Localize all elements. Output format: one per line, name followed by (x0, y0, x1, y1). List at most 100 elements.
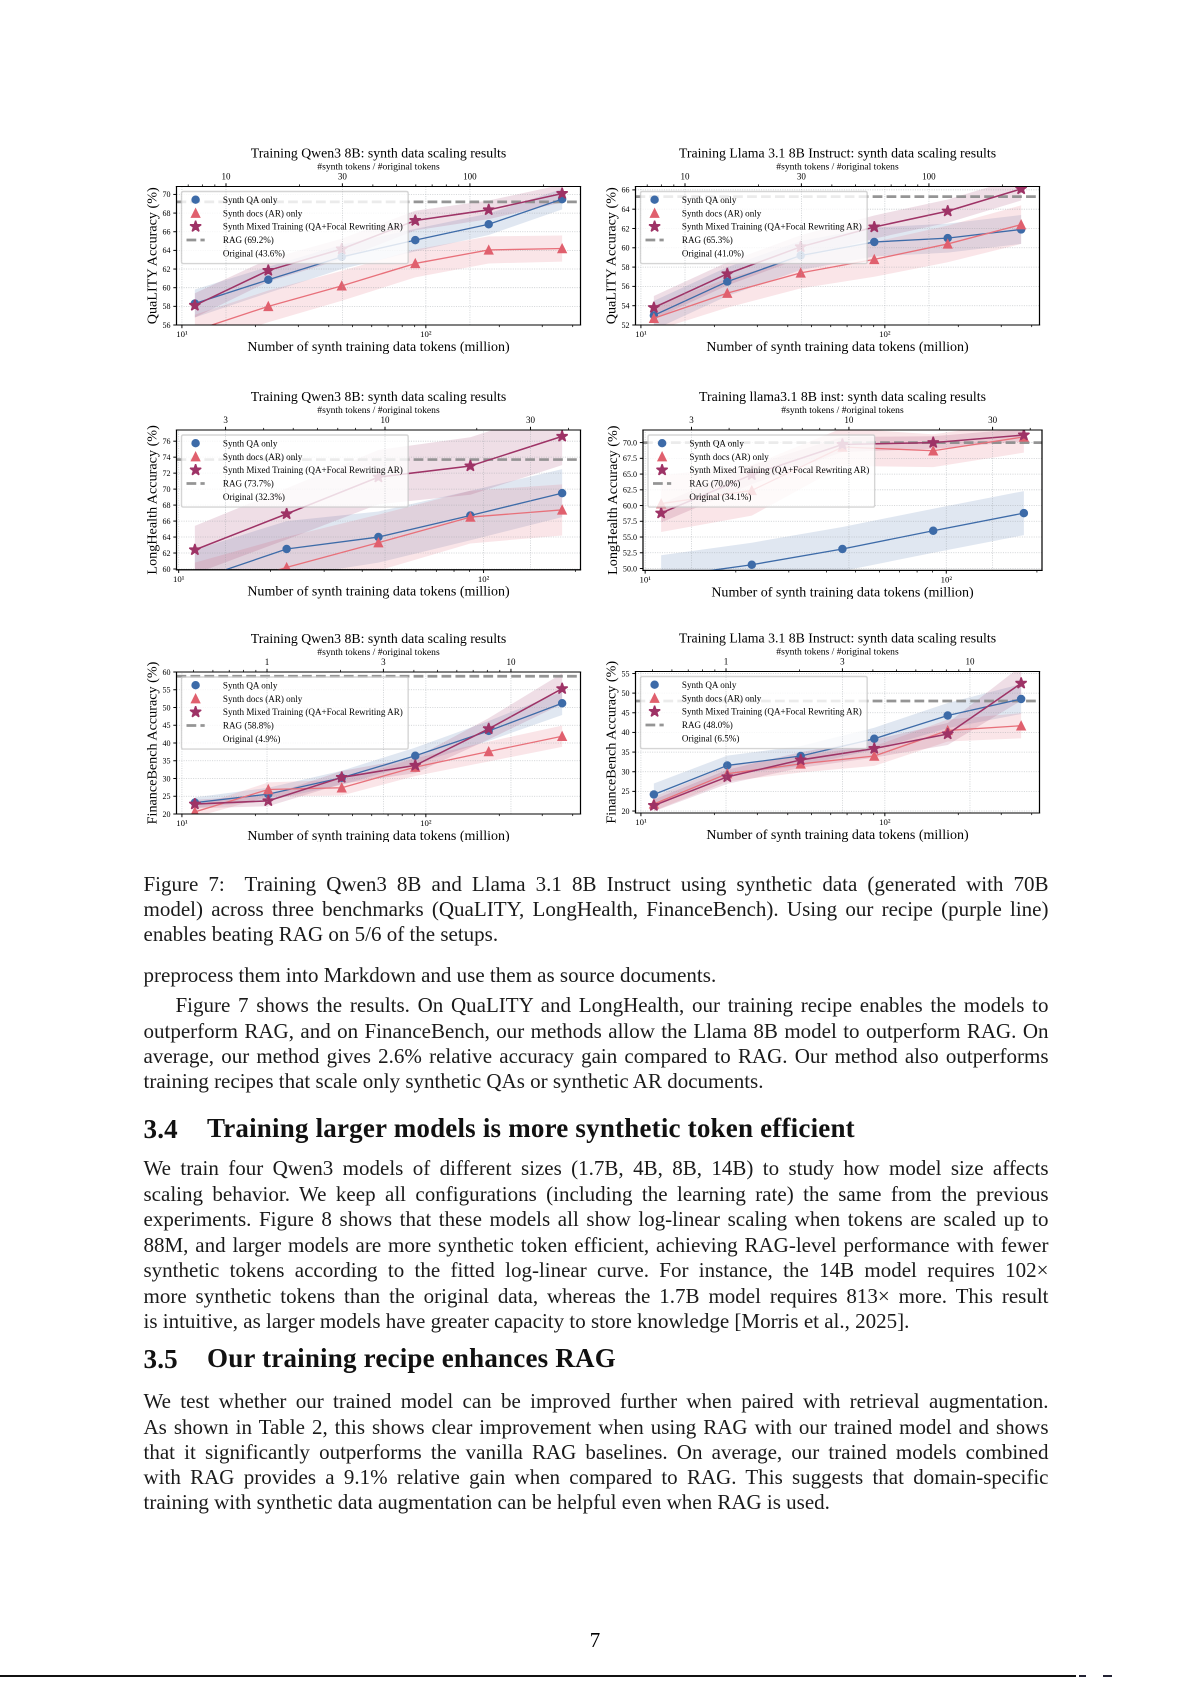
svg-text:10¹: 10¹ (635, 817, 647, 827)
svg-text:Synth QA only: Synth QA only (682, 195, 737, 205)
svg-text:Number of synth training data: Number of synth training data tokens (mi… (247, 585, 510, 599)
svg-text:60: 60 (621, 244, 629, 253)
svg-text:Synth QA only: Synth QA only (689, 438, 744, 448)
svg-text:65.0: 65.0 (623, 470, 637, 479)
svg-text:62: 62 (162, 549, 170, 558)
svg-text:10: 10 (965, 656, 975, 666)
svg-text:Synth Mixed Training (QA+Focal: Synth Mixed Training (QA+Focal Rewriting… (682, 707, 862, 717)
svg-text:10¹: 10¹ (176, 818, 188, 828)
svg-text:Original (6.5%): Original (6.5%) (682, 734, 739, 744)
svg-text:FinanceBench Accuracy (%): FinanceBench Accuracy (%) (146, 661, 161, 824)
svg-text:20: 20 (621, 807, 629, 816)
svg-text:10²: 10² (420, 329, 432, 339)
svg-text:Training Qwen3 8B: synth data: Training Qwen3 8B: synth data scaling re… (251, 631, 506, 646)
svg-text:30: 30 (526, 415, 536, 425)
svg-text:30: 30 (162, 774, 170, 783)
svg-text:Synth docs (AR) only: Synth docs (AR) only (689, 452, 769, 462)
svg-text:55: 55 (162, 686, 170, 695)
svg-text:QuaLITY Accuracy (%): QuaLITY Accuracy (%) (605, 187, 620, 324)
svg-text:Original (34.1%): Original (34.1%) (689, 492, 751, 502)
svg-text:Number of synth training data: Number of synth training data tokens (mi… (706, 828, 969, 842)
svg-text:Number of synth training data: Number of synth training data tokens (mi… (247, 340, 510, 355)
svg-text:#synth tokens / #original toke: #synth tokens / #original tokens (317, 162, 440, 173)
svg-text:52.5: 52.5 (623, 549, 637, 558)
svg-text:58: 58 (621, 263, 629, 272)
svg-text:62: 62 (621, 224, 629, 233)
svg-text:1: 1 (265, 657, 270, 667)
svg-text:QuaLITY Accuracy (%): QuaLITY Accuracy (%) (146, 187, 161, 324)
svg-text:RAG (73.7%): RAG (73.7%) (223, 479, 274, 489)
svg-text:60: 60 (162, 668, 170, 677)
svg-text:45: 45 (621, 709, 629, 718)
svg-text:68: 68 (162, 209, 170, 218)
svg-text:58: 58 (162, 302, 170, 311)
svg-text:30: 30 (988, 415, 998, 425)
svg-text:60: 60 (162, 283, 170, 292)
svg-text:64: 64 (162, 246, 170, 255)
svg-text:Number of synth training data: Number of synth training data tokens (mi… (706, 340, 969, 355)
svg-text:3: 3 (689, 415, 694, 425)
svg-text:10¹: 10¹ (639, 574, 651, 584)
svg-text:Synth QA only: Synth QA only (682, 680, 737, 690)
svg-text:LongHealth Accuracy (%): LongHealth Accuracy (%) (146, 425, 161, 575)
svg-text:Original (43.6%): Original (43.6%) (223, 249, 285, 259)
svg-text:30: 30 (621, 768, 629, 777)
svg-text:10¹: 10¹ (635, 329, 647, 339)
svg-text:RAG (65.3%): RAG (65.3%) (682, 235, 733, 245)
svg-text:35: 35 (162, 757, 170, 766)
svg-text:56: 56 (621, 282, 629, 291)
svg-text:3: 3 (840, 656, 845, 666)
svg-text:Synth docs (AR) only: Synth docs (AR) only (682, 693, 762, 703)
svg-text:10: 10 (506, 657, 516, 667)
svg-text:FinanceBench Accuracy (%): FinanceBench Accuracy (%) (605, 661, 620, 824)
svg-text:Training Qwen3 8B: synth data: Training Qwen3 8B: synth data scaling re… (251, 146, 506, 161)
svg-text:Number of synth training data: Number of synth training data tokens (mi… (247, 829, 510, 842)
svg-text:RAG (70.0%): RAG (70.0%) (689, 479, 740, 489)
svg-text:20: 20 (162, 810, 170, 819)
svg-text:100: 100 (463, 171, 477, 181)
svg-text:#synth tokens / #original toke: #synth tokens / #original tokens (776, 647, 899, 658)
svg-text:10²: 10² (420, 818, 432, 828)
svg-text:70: 70 (162, 485, 170, 494)
svg-text:25: 25 (162, 792, 170, 801)
svg-text:55.0: 55.0 (623, 533, 637, 542)
svg-text:10: 10 (844, 415, 854, 425)
svg-text:RAG (58.8%): RAG (58.8%) (223, 721, 274, 731)
svg-text:10: 10 (380, 415, 390, 425)
svg-text:Synth docs (AR) only: Synth docs (AR) only (682, 208, 762, 218)
svg-text:Synth docs (AR) only: Synth docs (AR) only (223, 452, 303, 462)
svg-text:56: 56 (162, 321, 170, 330)
svg-text:64: 64 (162, 533, 170, 542)
svg-text:Training llama3.1 8B inst: syn: Training llama3.1 8B inst: synth data sc… (699, 389, 986, 404)
svg-text:66: 66 (162, 228, 170, 237)
svg-text:Synth QA only: Synth QA only (223, 195, 278, 205)
svg-text:#synth tokens / #original toke: #synth tokens / #original tokens (781, 405, 904, 416)
svg-text:62: 62 (162, 265, 170, 274)
svg-text:40: 40 (162, 739, 170, 748)
svg-text:Synth Mixed Training (QA+Focal: Synth Mixed Training (QA+Focal Rewriting… (223, 707, 403, 717)
svg-text:30: 30 (797, 171, 807, 181)
svg-text:Training Llama 3.1 8B Instruct: Training Llama 3.1 8B Instruct: synth da… (679, 146, 996, 161)
svg-text:Training Qwen3 8B: synth data: Training Qwen3 8B: synth data scaling re… (251, 389, 506, 404)
svg-text:72: 72 (162, 469, 170, 478)
svg-text:57.5: 57.5 (623, 517, 637, 526)
svg-text:67.5: 67.5 (623, 454, 637, 463)
svg-text:54: 54 (621, 301, 629, 310)
svg-text:55: 55 (621, 669, 629, 678)
svg-text:Number of synth training data: Number of synth training data tokens (mi… (711, 585, 974, 599)
svg-text:60: 60 (162, 565, 170, 574)
svg-text:60.0: 60.0 (623, 501, 637, 510)
svg-text:74: 74 (162, 453, 170, 462)
svg-text:10: 10 (221, 171, 231, 181)
svg-text:10²: 10² (478, 574, 490, 584)
svg-text:100: 100 (922, 171, 936, 181)
svg-text:10²: 10² (879, 817, 891, 827)
svg-text:10²: 10² (879, 329, 891, 339)
svg-text:70: 70 (162, 190, 170, 199)
svg-text:Synth QA only: Synth QA only (223, 438, 278, 448)
svg-text:35: 35 (621, 748, 629, 757)
svg-text:76: 76 (162, 437, 170, 446)
svg-text:10¹: 10¹ (173, 574, 185, 584)
svg-text:40: 40 (621, 728, 629, 737)
svg-text:Synth Mixed Training (QA+Focal: Synth Mixed Training (QA+Focal Rewriting… (223, 222, 403, 232)
